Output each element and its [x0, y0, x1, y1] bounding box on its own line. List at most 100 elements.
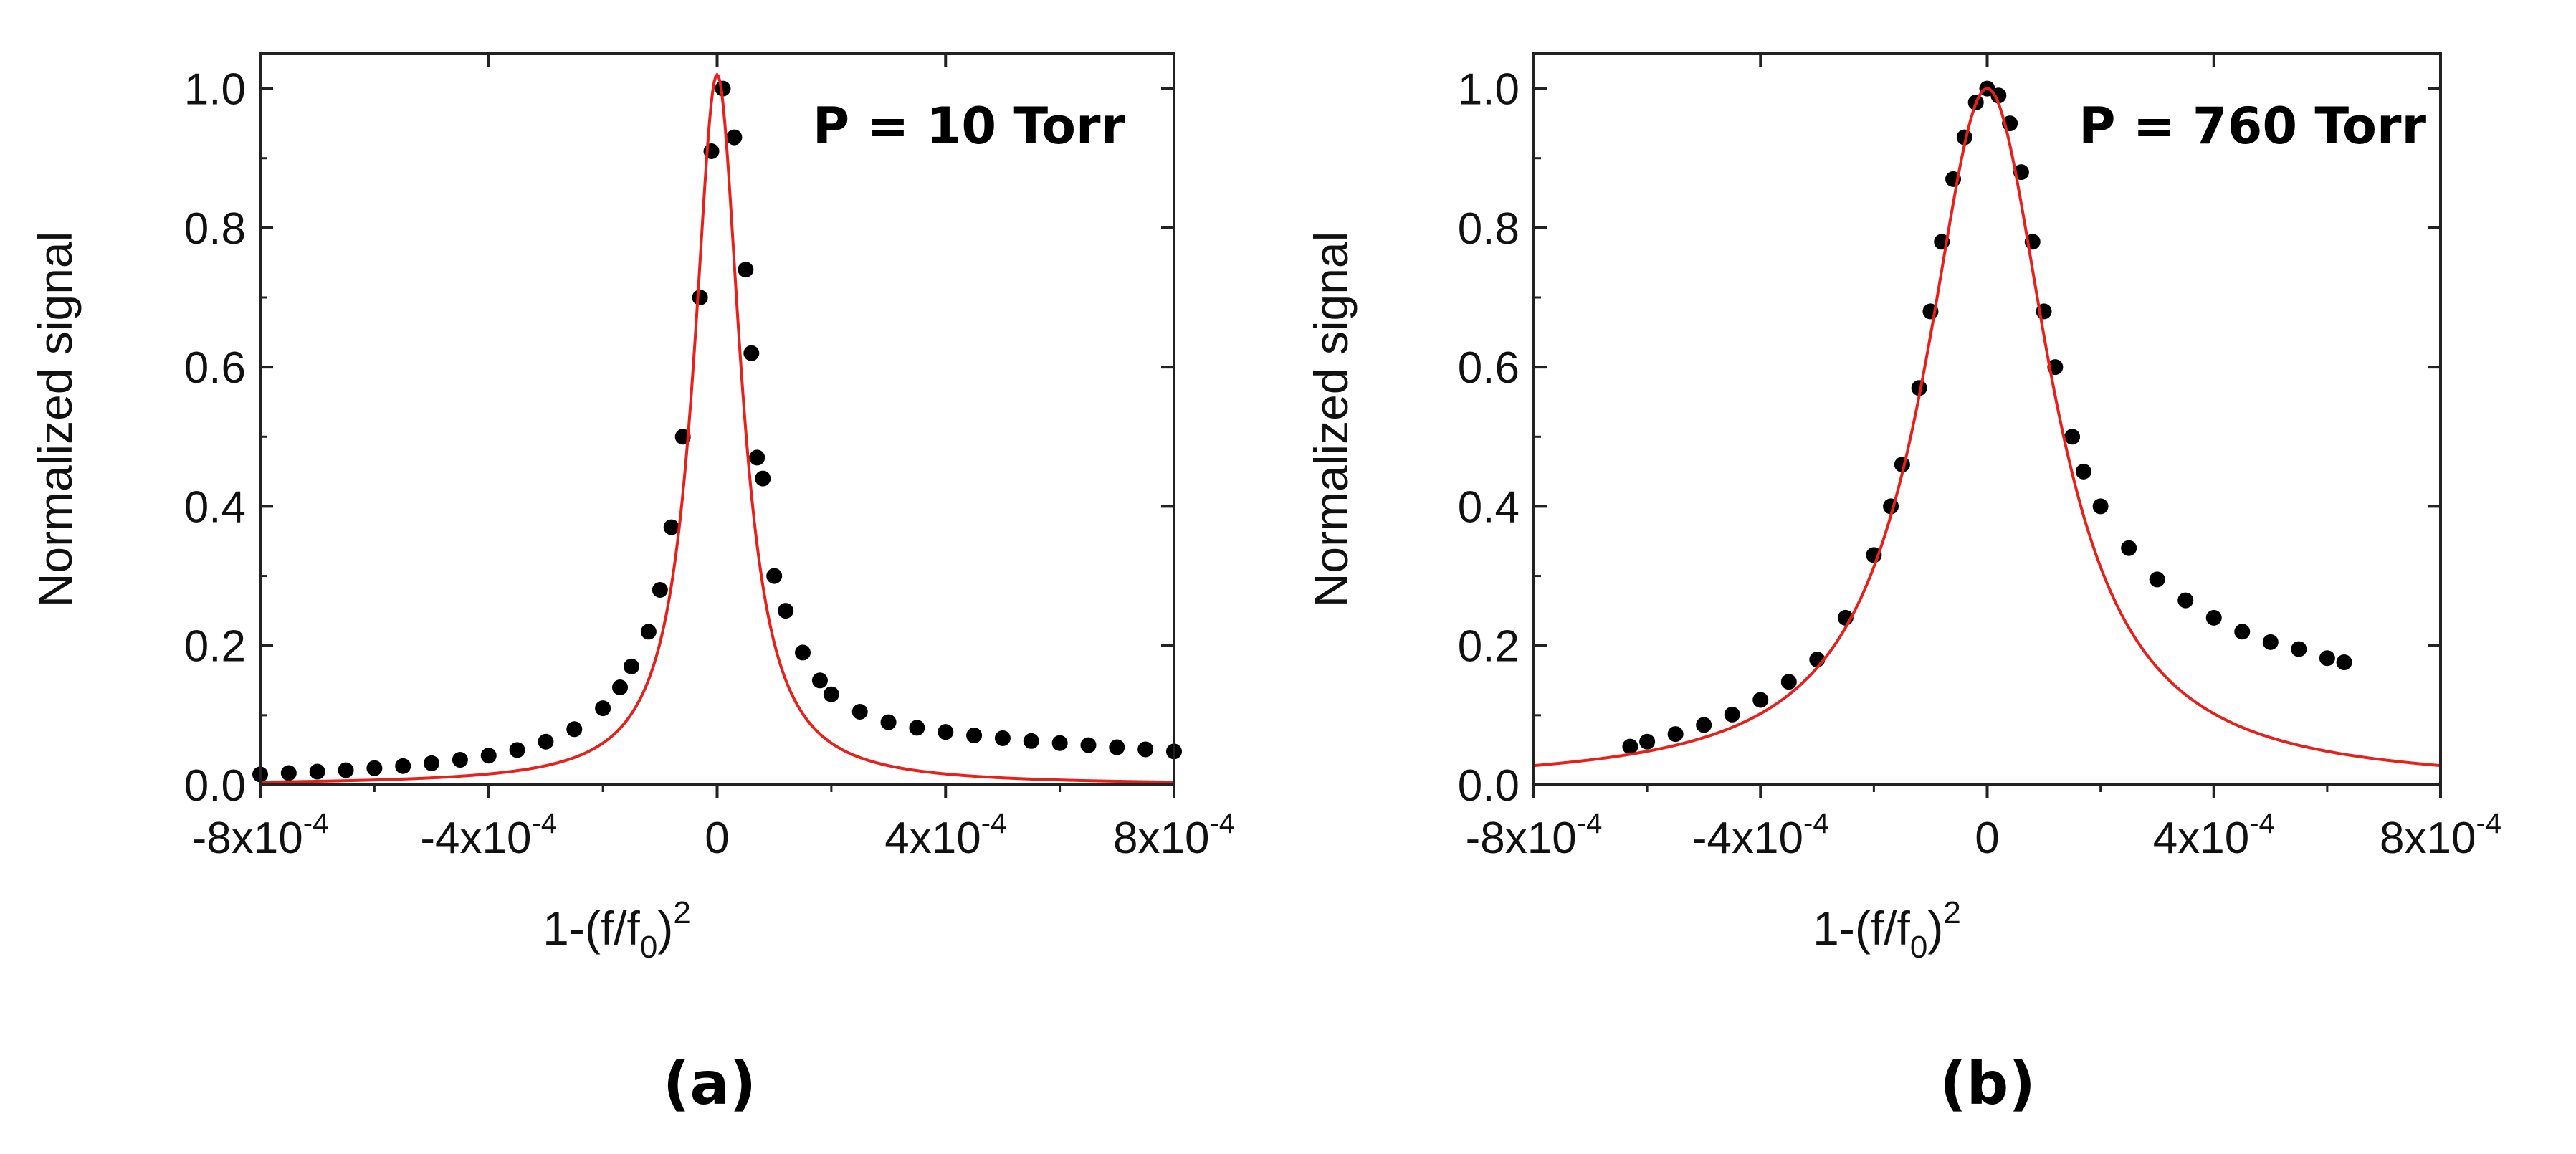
data-point — [2336, 654, 2352, 671]
data-point — [1990, 87, 2007, 104]
plot-frame — [259, 52, 1175, 786]
y-tick-label: 0.6 — [184, 343, 246, 393]
series-measured-points — [1622, 80, 2352, 755]
y-tick-label: 0.4 — [1458, 482, 1520, 532]
data-point — [452, 752, 468, 768]
x-tick-label: 0 — [1975, 814, 1999, 863]
data-point — [652, 582, 668, 598]
fit-curve — [259, 72, 1175, 784]
data-point — [566, 721, 583, 738]
plot-frame — [1532, 52, 2442, 786]
pressure-annotation: P = 760 Torr — [2079, 97, 2426, 156]
y-tick-label: 0.2 — [184, 622, 246, 672]
data-point — [1780, 674, 1797, 690]
x-tick-label: -8x10-4 — [192, 808, 329, 863]
y-tick-label: 1.0 — [184, 65, 246, 115]
panel-a-chart: 0.0 0.2 0.4 0.6 0.8 1.0 -8x10-4 -4x10-4 0 4x10-4 8… — [29, 52, 1235, 1118]
x-tick-label: -8x10-4 — [1466, 808, 1603, 863]
x-axis-label: 1-(f/f0)2 — [543, 895, 691, 965]
data-point — [1752, 692, 1769, 708]
data-point — [2291, 641, 2307, 657]
x-tick-label: -4x10-4 — [420, 808, 557, 863]
data-point — [2177, 592, 2194, 609]
y-tick-label: 0.8 — [1458, 204, 1520, 254]
data-point — [880, 714, 897, 730]
data-point — [994, 730, 1011, 746]
pressure-annotation: P = 10 Torr — [813, 97, 1126, 156]
data-point — [1137, 741, 1154, 758]
data-point — [795, 644, 811, 661]
data-point — [766, 568, 783, 584]
y-tick-label: 0.4 — [184, 482, 246, 532]
fit-curve — [1533, 87, 2441, 768]
x-tick-label: -4x10-4 — [1692, 808, 1829, 863]
data-point — [538, 733, 554, 750]
data-point — [2205, 609, 2222, 626]
data-point — [2092, 498, 2109, 515]
y-tick-label: 0.2 — [1458, 622, 1520, 672]
data-point — [1622, 738, 1638, 755]
data-point — [778, 603, 794, 619]
data-point — [2234, 624, 2251, 640]
data-point — [663, 519, 679, 535]
y-axis-label: Normalized signal — [1304, 232, 1358, 608]
y-tick-label: 1.0 — [1458, 65, 1520, 115]
data-point — [1023, 733, 1039, 749]
data-point — [366, 760, 383, 776]
data-point — [309, 763, 325, 780]
data-point — [509, 742, 525, 758]
y-axis-label: Normalized signal — [29, 232, 82, 608]
data-point — [755, 470, 771, 487]
data-point — [595, 700, 611, 717]
data-point — [640, 624, 657, 640]
panel-caption: (a) — [663, 1050, 756, 1118]
data-point — [424, 755, 440, 771]
x-tick-label: 4x10-4 — [884, 808, 1006, 863]
data-point — [966, 728, 983, 744]
data-point — [1696, 717, 1712, 733]
data-point — [743, 345, 760, 361]
data-point — [2075, 463, 2091, 480]
data-point — [1911, 380, 1927, 396]
data-point — [1080, 737, 1097, 753]
data-point — [395, 758, 411, 774]
data-point — [823, 686, 839, 702]
y-tick-label: 0.0 — [1458, 761, 1520, 811]
data-point — [811, 672, 828, 689]
data-point — [480, 748, 497, 764]
series-measured-points — [252, 80, 1182, 783]
data-point — [738, 262, 754, 278]
data-point — [2262, 634, 2279, 650]
data-point — [692, 290, 708, 305]
x-tick-label: 8x10-4 — [1113, 808, 1235, 863]
data-point — [726, 129, 743, 146]
panel-caption: (b) — [1940, 1050, 2036, 1118]
data-point — [749, 449, 765, 466]
data-point — [280, 765, 297, 781]
data-point — [1639, 733, 1656, 750]
data-point — [2319, 650, 2335, 667]
x-tick-label: 0 — [705, 814, 729, 863]
data-point — [612, 679, 629, 695]
data-point — [338, 762, 354, 778]
data-point — [1667, 726, 1684, 743]
x-tick-label: 4x10-4 — [2153, 808, 2275, 863]
x-axis-label: 1-(f/f0)2 — [1813, 895, 1961, 965]
data-point — [1109, 739, 1125, 755]
data-point — [715, 80, 731, 97]
data-point — [1724, 706, 1740, 723]
data-point — [909, 720, 925, 736]
data-point — [2121, 540, 2137, 556]
panel-b-chart: 0.0 0.2 0.4 0.6 0.8 1.0 -8x10-4 -4x10-4 0 4x10-4 8… — [1304, 52, 2501, 1118]
x-tick-label: 8x10-4 — [2380, 808, 2501, 863]
data-point — [851, 704, 868, 720]
data-point — [623, 658, 639, 674]
data-point — [2064, 429, 2081, 445]
y-tick-label: 0.0 — [184, 761, 246, 811]
data-point — [1051, 735, 1068, 751]
y-tick-label: 0.8 — [184, 204, 246, 254]
y-tick-label: 0.6 — [1458, 343, 1520, 393]
data-point — [938, 724, 954, 740]
data-point — [2149, 571, 2165, 588]
